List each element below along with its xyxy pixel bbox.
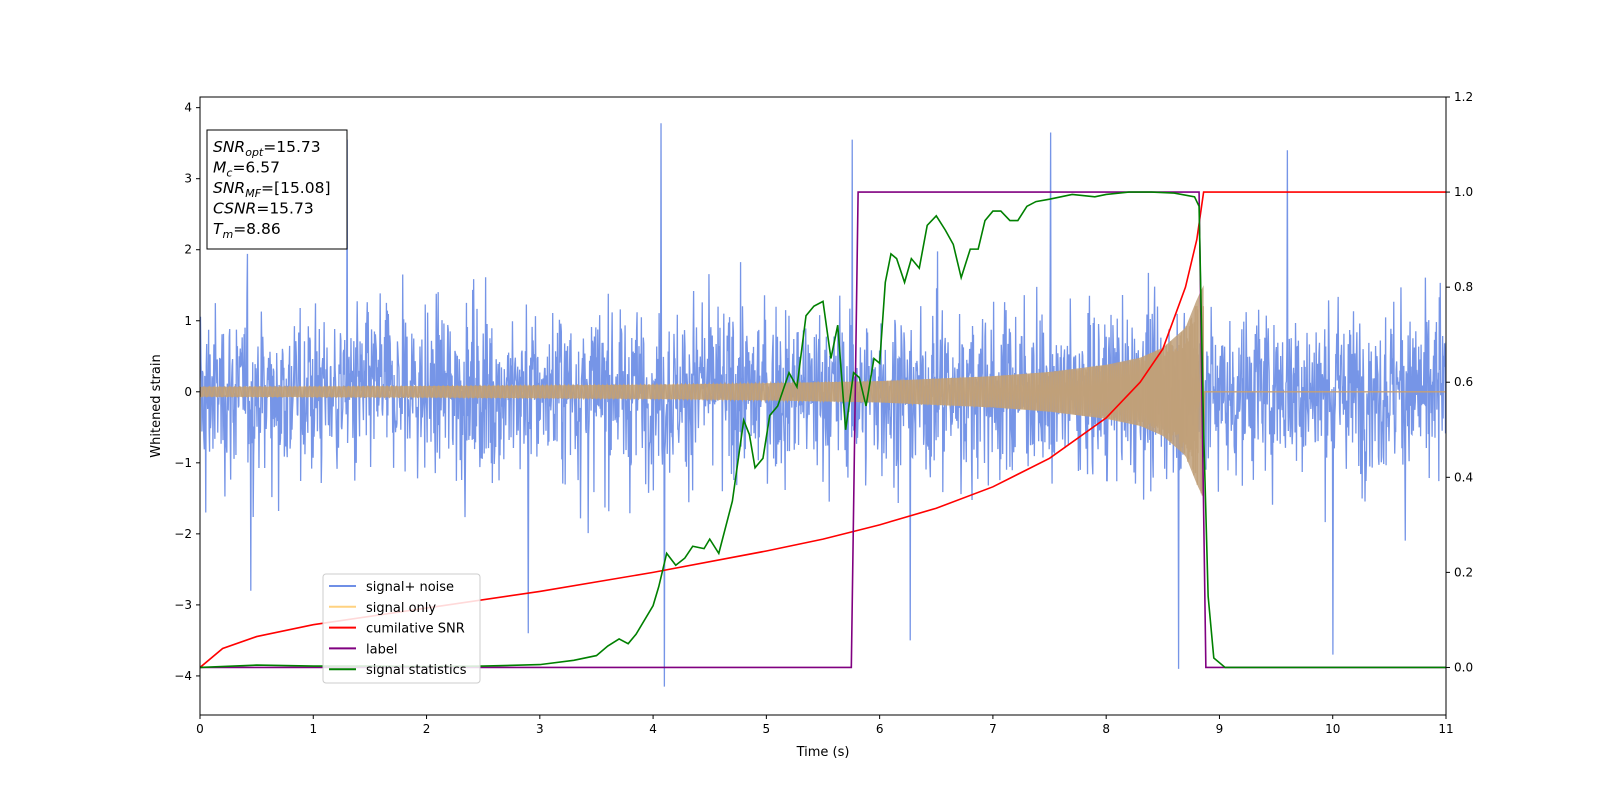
y-right-tick-label: 0.8 <box>1454 280 1473 294</box>
y-left-tick-label: 0 <box>184 385 192 399</box>
line-signal-noise <box>200 123 1446 687</box>
x-tick-label: 11 <box>1438 722 1453 736</box>
plot-frame <box>199 96 1447 716</box>
x-axis-label: Time (s) <box>796 745 850 760</box>
y-left-tick-label: 3 <box>184 172 192 186</box>
y-left-tick-label: −3 <box>174 598 192 612</box>
x-tick-label: 7 <box>989 722 997 736</box>
x-tick-label: 2 <box>423 722 431 736</box>
annotation-line: Mc=6.57 <box>213 159 280 180</box>
y-left-tick-label: 4 <box>184 101 192 115</box>
legend: signal+ noise signal only cumilative SNR la… <box>322 573 481 684</box>
y-left-tick-label: −4 <box>174 669 192 683</box>
y-left-tick-label: 2 <box>184 243 192 257</box>
annotation-line: SNRMF=[15.08] <box>213 179 331 200</box>
annotation-line: Tm=8.86 <box>213 220 281 241</box>
y-right-tick-label: 1.2 <box>1454 90 1473 104</box>
annotation-box-frame <box>206 129 348 250</box>
y-right-tick-label: 0.4 <box>1454 470 1473 484</box>
x-tick-label: 9 <box>1216 722 1224 736</box>
legend-label: signal only <box>366 601 436 616</box>
legend-label: label <box>366 642 397 657</box>
signal-envelope-fill <box>200 285 1204 499</box>
x-tick-label: 3 <box>536 722 544 736</box>
y-right-tick-label: 0.0 <box>1454 660 1473 674</box>
y-left-tick-label: 1 <box>184 314 192 328</box>
y-right-tick-label: 0.6 <box>1454 375 1473 389</box>
y-right-tick-label: 0.2 <box>1454 565 1473 579</box>
legend-label: cumilative SNR <box>366 622 465 637</box>
series-signal-noise <box>200 123 1446 687</box>
x-tick-label: 8 <box>1102 722 1110 736</box>
legend-label: signal+ noise <box>366 580 454 595</box>
annotation-box: SNRopt=15.73Mc=6.57SNRMF=[15.08]CSNR=15.… <box>206 129 348 250</box>
legend-frame <box>322 573 481 684</box>
series-signal-only <box>200 285 1446 499</box>
line-signal-statistics <box>200 191 1446 669</box>
annotation-line: CSNR=15.73 <box>213 200 314 218</box>
legend-label: signal statistics <box>366 663 467 678</box>
y-right-tick-label: 1.0 <box>1454 185 1473 199</box>
x-tick-label: 1 <box>309 722 317 736</box>
annotation-line: SNRopt=15.73 <box>213 138 321 159</box>
x-tick-label: 6 <box>876 722 884 736</box>
y-axis-label: Whitened strain <box>149 354 164 457</box>
y-left-tick-label: −2 <box>174 527 192 541</box>
axis-ticks: 0 1 2 3 4 5 6 7 8 9 10 11 −4 −3 −2 −1 0 1 2 3 4 0.0 0.2 0.4 0.6 0… <box>174 90 1473 736</box>
x-tick-label: 10 <box>1325 722 1340 736</box>
x-tick-label: 4 <box>649 722 657 736</box>
x-tick-label: 5 <box>763 722 771 736</box>
y-left-tick-label: −1 <box>174 456 192 470</box>
x-tick-label: 0 <box>196 722 204 736</box>
